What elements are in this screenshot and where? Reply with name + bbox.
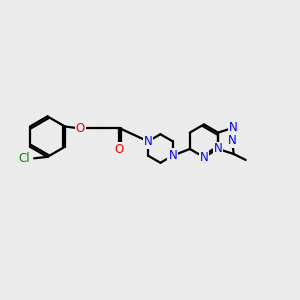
Text: Cl: Cl xyxy=(18,152,30,165)
Text: N: N xyxy=(214,142,223,155)
Text: N: N xyxy=(228,134,237,147)
Text: O: O xyxy=(76,122,85,134)
Text: N: N xyxy=(168,149,177,162)
Text: O: O xyxy=(114,143,124,156)
Text: N: N xyxy=(144,135,152,148)
Text: N: N xyxy=(200,151,208,164)
Text: N: N xyxy=(229,121,238,134)
